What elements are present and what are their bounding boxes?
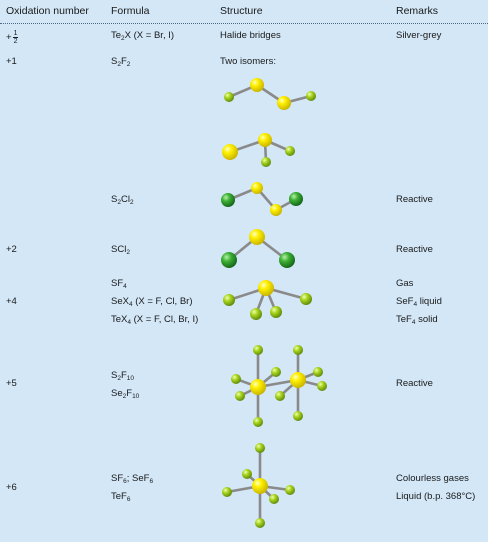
table-header: Oxidation number Formula Structure Remar…	[0, 0, 488, 22]
header-divider	[0, 23, 488, 24]
oxidation-half: +1 2	[6, 30, 19, 45]
header-formula: Formula	[111, 5, 150, 17]
oxidation-plus6: +6	[6, 482, 17, 493]
remark-gas: Gas	[396, 278, 414, 289]
formula-s2cl2: S2Cl2	[111, 194, 134, 206]
structure-two-isomers: Two isomers:	[220, 56, 276, 67]
oxidation-plus1: +1	[6, 56, 17, 67]
header-structure: Structure	[220, 5, 263, 17]
s2f2-isomer-branched-model	[222, 133, 295, 167]
sf4-model	[223, 280, 312, 320]
remark-silver-grey: Silver-grey	[396, 30, 442, 41]
remark-scl2: Reactive	[396, 244, 433, 255]
remark-s2f10: Reactive	[396, 378, 433, 389]
s2f2-isomer-chain-model	[224, 78, 316, 110]
formula-te2x: Te2X (X = Br, I)	[111, 30, 175, 42]
formula-tex4: TeX4 (X = F, Cl, Br, I)	[111, 314, 199, 326]
remark-sef4-liquid: SeF4 liquid	[396, 296, 442, 308]
remark-tef6-liquid: Liquid (b.p. 368°C)	[396, 491, 476, 502]
formula-tef6: TeF6	[111, 491, 131, 503]
formula-sf4: SF4	[111, 278, 127, 290]
formula-se2f10: Se2F10	[111, 388, 140, 400]
formula-sf6-sef6: SF6; SeF6	[111, 473, 154, 485]
s2cl2-model	[221, 182, 303, 216]
scl2-model	[221, 229, 295, 268]
oxidation-plus2: +2	[6, 244, 17, 255]
formula-s2f2: S2F2	[111, 56, 131, 68]
oxidation-plus5: +5	[6, 378, 17, 389]
formula-scl2: SCl2	[111, 244, 130, 256]
header-remarks: Remarks	[396, 5, 439, 17]
remark-colourless-gases: Colourless gases	[396, 473, 469, 484]
formula-sex4: SeX4 (X = F, Cl, Br)	[111, 296, 193, 308]
sf6-model	[222, 443, 295, 528]
header-oxidation: Oxidation number	[6, 5, 89, 17]
formula-s2f10: S2F10	[111, 370, 135, 382]
remark-s2cl2: Reactive	[396, 194, 433, 205]
s2f10-model	[231, 345, 327, 427]
remark-tef4-solid: TeF4 solid	[396, 314, 438, 326]
structure-halide-bridges: Halide bridges	[220, 30, 281, 41]
oxidation-plus4: +4	[6, 296, 17, 307]
